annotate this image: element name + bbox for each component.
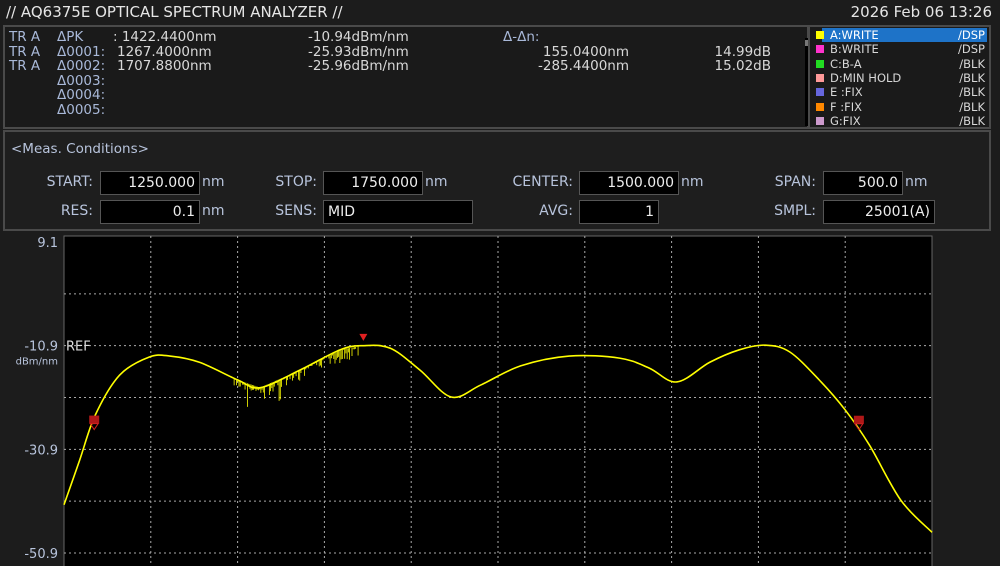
meas-conditions-title: <Meas. Conditions> (11, 141, 149, 157)
trace-item[interactable]: F :FIX/BLK (816, 99, 987, 114)
ref-label: REF (66, 340, 91, 355)
res-field[interactable]: 0.1 (100, 200, 200, 224)
res-unit: nm (202, 203, 225, 219)
spectrum-plot[interactable]: 9.1 -10.9 -30.9 -50.9 REF dBm/nm (0, 232, 1000, 566)
trace-color-swatch (816, 102, 824, 111)
trace-name: E :FIX (830, 85, 863, 100)
trace-status: /BLK (959, 85, 985, 100)
y-tick-label: 9.1 (37, 236, 58, 251)
center-field[interactable]: 1500.000 (579, 171, 679, 195)
marker-name: Δ0002: (57, 58, 106, 74)
trace-name: G:FIX (830, 113, 861, 128)
trace-a-noise (233, 346, 359, 407)
trace-a-line (63, 344, 933, 533)
span-field[interactable]: 500.0 (823, 171, 903, 195)
marker-panel: TR A ΔPK : 1422.4400nm -10.94dBm/nm TR A Δ000… (3, 25, 809, 129)
trace-item[interactable]: A:WRITE/DSP (816, 28, 987, 43)
delta-wavelength: 155.0400nm (542, 43, 629, 60)
marker-level: -10.94dBm/nm (308, 29, 409, 45)
peak-marker-icon[interactable] (359, 333, 368, 341)
span-label: SPAN: (774, 174, 816, 190)
trace-name: C:B-A (830, 56, 862, 71)
sens-label: SENS: (275, 203, 317, 219)
delta-db: 15.02dB (714, 58, 771, 74)
avg-label: AVG: (539, 203, 573, 219)
y-unit-label: dBm/nm (16, 357, 58, 368)
marker-level: -25.93dBm/nm (308, 43, 409, 60)
trace-status: /BLK (959, 99, 985, 114)
marker-level: -25.96dBm/nm (308, 58, 409, 74)
trace-status: /BLK (959, 113, 985, 128)
trace-status: /BLK (959, 70, 985, 85)
smpl-field[interactable]: 25001(A) (823, 200, 935, 224)
trace-status: /DSP (958, 42, 985, 57)
res-label: RES: (60, 203, 93, 219)
trace-color-swatch (816, 31, 824, 39)
marker-name: Δ0001: (57, 43, 106, 60)
marker-wavelength: : 1422.4400nm (113, 29, 217, 45)
trace-color-swatch (816, 73, 824, 82)
y-tick-label: -30.9 (24, 443, 58, 458)
trace-color-swatch (816, 116, 824, 125)
marker-1-icon[interactable] (89, 415, 100, 424)
trace-item[interactable]: E :FIX/BLK (816, 85, 987, 100)
marker-2-pointer (853, 423, 864, 431)
marker-trace: TR A (9, 29, 41, 45)
start-label: START: (46, 174, 93, 190)
delta-db: 14.99dB (714, 43, 771, 60)
trace-item[interactable]: B:WRITE/DSP (816, 42, 987, 57)
trace-name: B:WRITE (830, 42, 879, 57)
meas-conditions-panel: <Meas. Conditions> START: 1250.000 nm STOP:… (3, 130, 991, 231)
delta-wavelength: -285.4400nm (538, 58, 629, 74)
marker-1-pointer (89, 423, 100, 431)
center-label: CENTER: (512, 174, 573, 190)
trace-color-swatch (816, 59, 824, 68)
y-tick-label: -50.9 (24, 547, 58, 562)
trace-name: A:WRITE (830, 28, 879, 42)
smpl-label: SMPL: (774, 203, 816, 219)
marker-name: ΔPK (57, 29, 84, 45)
marker-name: Δ0004: (57, 87, 106, 103)
marker-2-icon[interactable] (853, 415, 864, 424)
trace-status: /DSP (958, 28, 985, 42)
start-unit: nm (202, 174, 225, 190)
trace-status: /BLK (959, 56, 985, 71)
stop-unit: nm (425, 174, 448, 190)
stop-field[interactable]: 1750.000 (323, 171, 423, 195)
app-title: // AQ6375E OPTICAL SPECTRUM ANALYZER // (6, 3, 343, 21)
start-field[interactable]: 1250.000 (100, 171, 200, 195)
span-unit: nm (905, 174, 928, 190)
stop-label: STOP: (275, 174, 317, 190)
center-unit: nm (681, 174, 704, 190)
datetime: 2026 Feb 06 13:26 (850, 3, 992, 21)
trace-name: F :FIX (830, 99, 863, 114)
trace-item[interactable]: C:B-A/BLK (816, 56, 987, 71)
trace-item[interactable]: D:MIN HOLD/BLK (816, 70, 987, 85)
marker-trace: TR A (9, 43, 41, 60)
marker-name: Δ0003: (57, 72, 106, 89)
trace-color-swatch (816, 88, 824, 97)
marker-name: Δ0005: (57, 101, 106, 118)
trace-item[interactable]: G:FIX/BLK (816, 113, 987, 128)
trace-color-swatch (816, 45, 824, 54)
trace-name: D:MIN HOLD (830, 70, 902, 85)
trace-list-scrollbar[interactable] (805, 38, 810, 126)
marker-wavelength: 1707.8800nm (117, 58, 212, 74)
avg-field[interactable]: 1 (579, 200, 659, 224)
delta-title: Δ-Δn: (503, 29, 540, 45)
marker-trace: TR A (9, 58, 41, 74)
y-tick-label: -10.9 (24, 340, 58, 355)
trace-list: A:WRITE/DSP B:WRITE/DSP C:B-A/BLK D:MIN HOL… (808, 25, 991, 129)
marker-wavelength: 1267.4000nm (117, 43, 212, 60)
sens-field[interactable]: MID (323, 200, 473, 224)
